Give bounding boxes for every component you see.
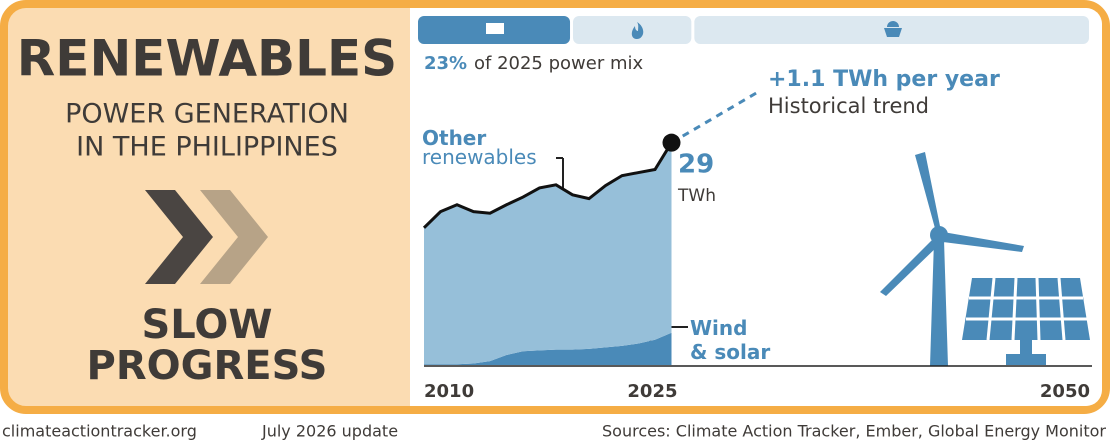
subtitle: POWER GENERATION [65, 99, 349, 130]
series-label: Other renewables [422, 126, 537, 169]
subtitle: IN THE PHILIPPINES [76, 132, 338, 163]
trend-label: +1.1 TWh per year [768, 67, 1000, 92]
end-dot [662, 133, 681, 152]
series-label: Wind & solar [690, 316, 770, 364]
end-unit: TWh [677, 186, 716, 206]
wind-turbine [880, 152, 1024, 366]
trend-line [670, 90, 759, 144]
icon-flame [631, 22, 644, 39]
trend-caption: Historical trend [768, 94, 929, 118]
footer-update: July 2026 update [261, 422, 398, 441]
footer-site: climateactiontracker.org [2, 422, 197, 441]
area [424, 142, 672, 365]
chevron [145, 190, 213, 284]
x-tick-label: 2025 [627, 381, 677, 402]
total-line [422, 141, 673, 229]
icon-coal [884, 21, 902, 37]
mix-segment [573, 16, 692, 44]
end-value: 29 [678, 150, 714, 180]
chevron [200, 190, 268, 284]
x-tick-label: 2050 [1040, 381, 1090, 402]
x-tick-label: 2010 [424, 381, 474, 402]
title: RENEWABLES [17, 30, 397, 88]
icon-solar [486, 23, 504, 34]
footer-sources: Sources: Climate Action Tracker, Ember, … [602, 422, 1106, 441]
solar-panel [962, 277, 1090, 365]
share-label: 23% [424, 53, 467, 74]
share-caption: of 2025 power mix [474, 53, 643, 74]
area [424, 332, 672, 365]
status: SLOW [142, 302, 273, 348]
status: PROGRESS [87, 343, 328, 389]
